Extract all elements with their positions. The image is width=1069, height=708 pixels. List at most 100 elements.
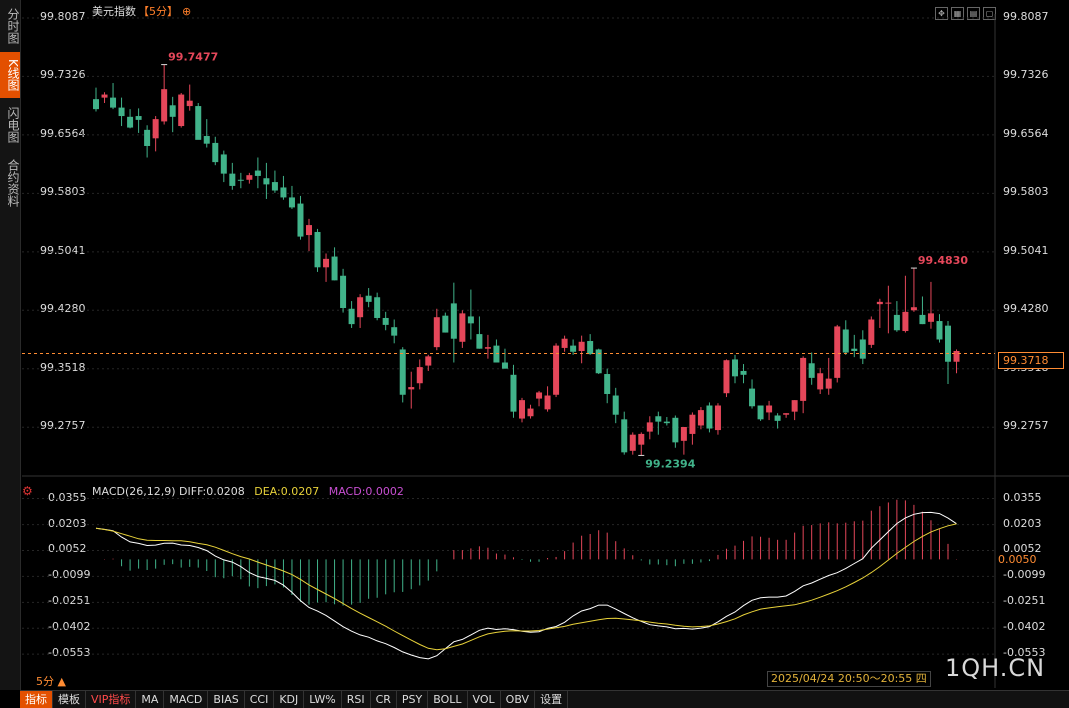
candle-body xyxy=(561,338,568,348)
candle-body xyxy=(945,325,951,362)
macd-value: MACD:0.0002 xyxy=(328,485,404,498)
candle-body xyxy=(936,321,943,340)
candle-body xyxy=(280,187,287,198)
candle-body xyxy=(297,203,304,237)
candle-body xyxy=(135,116,142,120)
indicator-tab[interactable]: CCI xyxy=(245,691,275,708)
candle-body xyxy=(544,395,551,410)
candle-body xyxy=(689,414,696,434)
candle-body xyxy=(110,97,117,108)
indicator-tab[interactable]: PSY xyxy=(397,691,429,708)
candle-body xyxy=(842,329,849,353)
candle-body xyxy=(672,417,679,443)
candle-body xyxy=(186,100,193,107)
candle-body xyxy=(714,405,721,431)
candle-body xyxy=(919,314,926,325)
candle-body xyxy=(450,303,457,339)
candle-body xyxy=(868,319,875,345)
candle-body xyxy=(365,295,372,302)
candle-body xyxy=(433,317,440,348)
indicator-tab[interactable]: VOL xyxy=(468,691,501,708)
dea-line xyxy=(95,523,957,651)
candle-body xyxy=(93,99,99,110)
grid-icon[interactable]: ▦ xyxy=(951,7,964,20)
indicator-tab[interactable]: 指标 xyxy=(20,691,53,708)
macd-y-tick-label: -0.0553 xyxy=(48,646,91,660)
indicator-tab[interactable]: MA xyxy=(136,691,165,708)
candle-body xyxy=(766,405,773,413)
candle-body xyxy=(587,341,594,355)
indicator-bar: 指标 模板 VIP指标 MA MACD BIAS CCI KDJ LW% RSI CR PSY BOLL… xyxy=(20,690,1069,708)
candle-body xyxy=(391,327,398,336)
candle-body xyxy=(527,408,534,417)
macd-title: MACD(26,12,9) xyxy=(92,485,176,498)
window-icon[interactable]: ▢ xyxy=(983,7,996,20)
candle-body xyxy=(621,419,628,453)
candle-body xyxy=(646,422,653,432)
y-tick-label: 99.8087 xyxy=(1003,10,1049,23)
candle-body xyxy=(595,349,602,374)
candle-body xyxy=(740,370,747,375)
indicator-tab[interactable]: LW% xyxy=(304,691,342,708)
macd-y-tick-label: 0.0203 xyxy=(48,516,87,530)
indicator-tab[interactable]: OBV xyxy=(501,691,536,708)
indicator-tab[interactable]: CR xyxy=(371,691,397,708)
tab-contract-info[interactable]: 合约资料 xyxy=(6,159,20,207)
candle-body xyxy=(638,433,645,445)
candle-body xyxy=(425,356,432,366)
y-tick-label: 99.7326 xyxy=(1003,68,1049,82)
candle-body xyxy=(442,315,449,333)
period-button[interactable]: 5分 ▲ xyxy=(36,675,66,688)
candle-body xyxy=(246,175,253,180)
y-tick-label: 99.4280 xyxy=(1003,302,1049,316)
candle-body xyxy=(118,107,125,117)
candle-body xyxy=(263,178,270,185)
indicator-tab[interactable]: RSI xyxy=(342,691,371,708)
indicator-tab[interactable]: BIAS xyxy=(208,691,245,708)
y-tick-label: 99.2757 xyxy=(1003,419,1049,433)
candle-body xyxy=(331,256,338,281)
period-label[interactable]: 【5分】 xyxy=(138,5,178,18)
candle-body xyxy=(357,297,364,318)
macd-y-tick-label: -0.0099 xyxy=(1003,568,1046,582)
tab-kline[interactable]: K线图 xyxy=(0,52,20,98)
tab-timeshare[interactable]: 分时图 xyxy=(6,8,20,44)
indicator-tab[interactable]: VIP指标 xyxy=(86,691,137,708)
indicator-tab[interactable]: 模板 xyxy=(53,691,86,708)
indicator-tab[interactable]: MACD xyxy=(164,691,209,708)
diff-value: DIFF:0.0208 xyxy=(179,485,245,498)
expand-icon[interactable]: ✥ xyxy=(935,7,948,20)
indicator-settings-icon[interactable]: ⚙ xyxy=(22,484,33,498)
indicator-tab[interactable]: 设置 xyxy=(535,691,569,708)
candle-body xyxy=(127,116,134,128)
candle-body xyxy=(876,301,883,305)
recent-high-label: 99.4830 xyxy=(918,254,968,267)
candle-body xyxy=(732,359,738,377)
candle-body xyxy=(212,142,219,163)
tab-lightning[interactable]: 闪电图 xyxy=(6,107,20,143)
candle-body xyxy=(382,317,389,325)
document-icon[interactable]: ▤ xyxy=(967,7,980,20)
candle-body xyxy=(817,373,824,390)
macd-y-tick-label: -0.0251 xyxy=(48,594,91,608)
candle-body xyxy=(749,388,756,407)
candle-body xyxy=(348,308,355,325)
y-tick-label: 99.6564 xyxy=(40,126,86,140)
dea-value: DEA:0.0207 xyxy=(254,485,320,498)
indicator-tab[interactable]: KDJ xyxy=(274,691,305,708)
y-tick-label: 99.7326 xyxy=(40,68,86,82)
max-price-label: 99.7477 xyxy=(168,51,218,64)
candle-body xyxy=(953,350,960,362)
candle-body xyxy=(902,311,909,332)
candle-body xyxy=(237,179,244,181)
candle-body xyxy=(169,105,176,117)
indicator-tab[interactable]: BOLL xyxy=(428,691,468,708)
add-symbol-icon[interactable]: ⊕ xyxy=(182,5,192,18)
y-tick-label: 99.5041 xyxy=(40,243,86,257)
candle-body xyxy=(314,231,321,268)
y-tick-label: 99.5803 xyxy=(1003,185,1049,199)
macd-y-tick-label: -0.0251 xyxy=(1003,594,1046,608)
candle-body xyxy=(161,89,168,122)
candle-body xyxy=(604,374,611,394)
